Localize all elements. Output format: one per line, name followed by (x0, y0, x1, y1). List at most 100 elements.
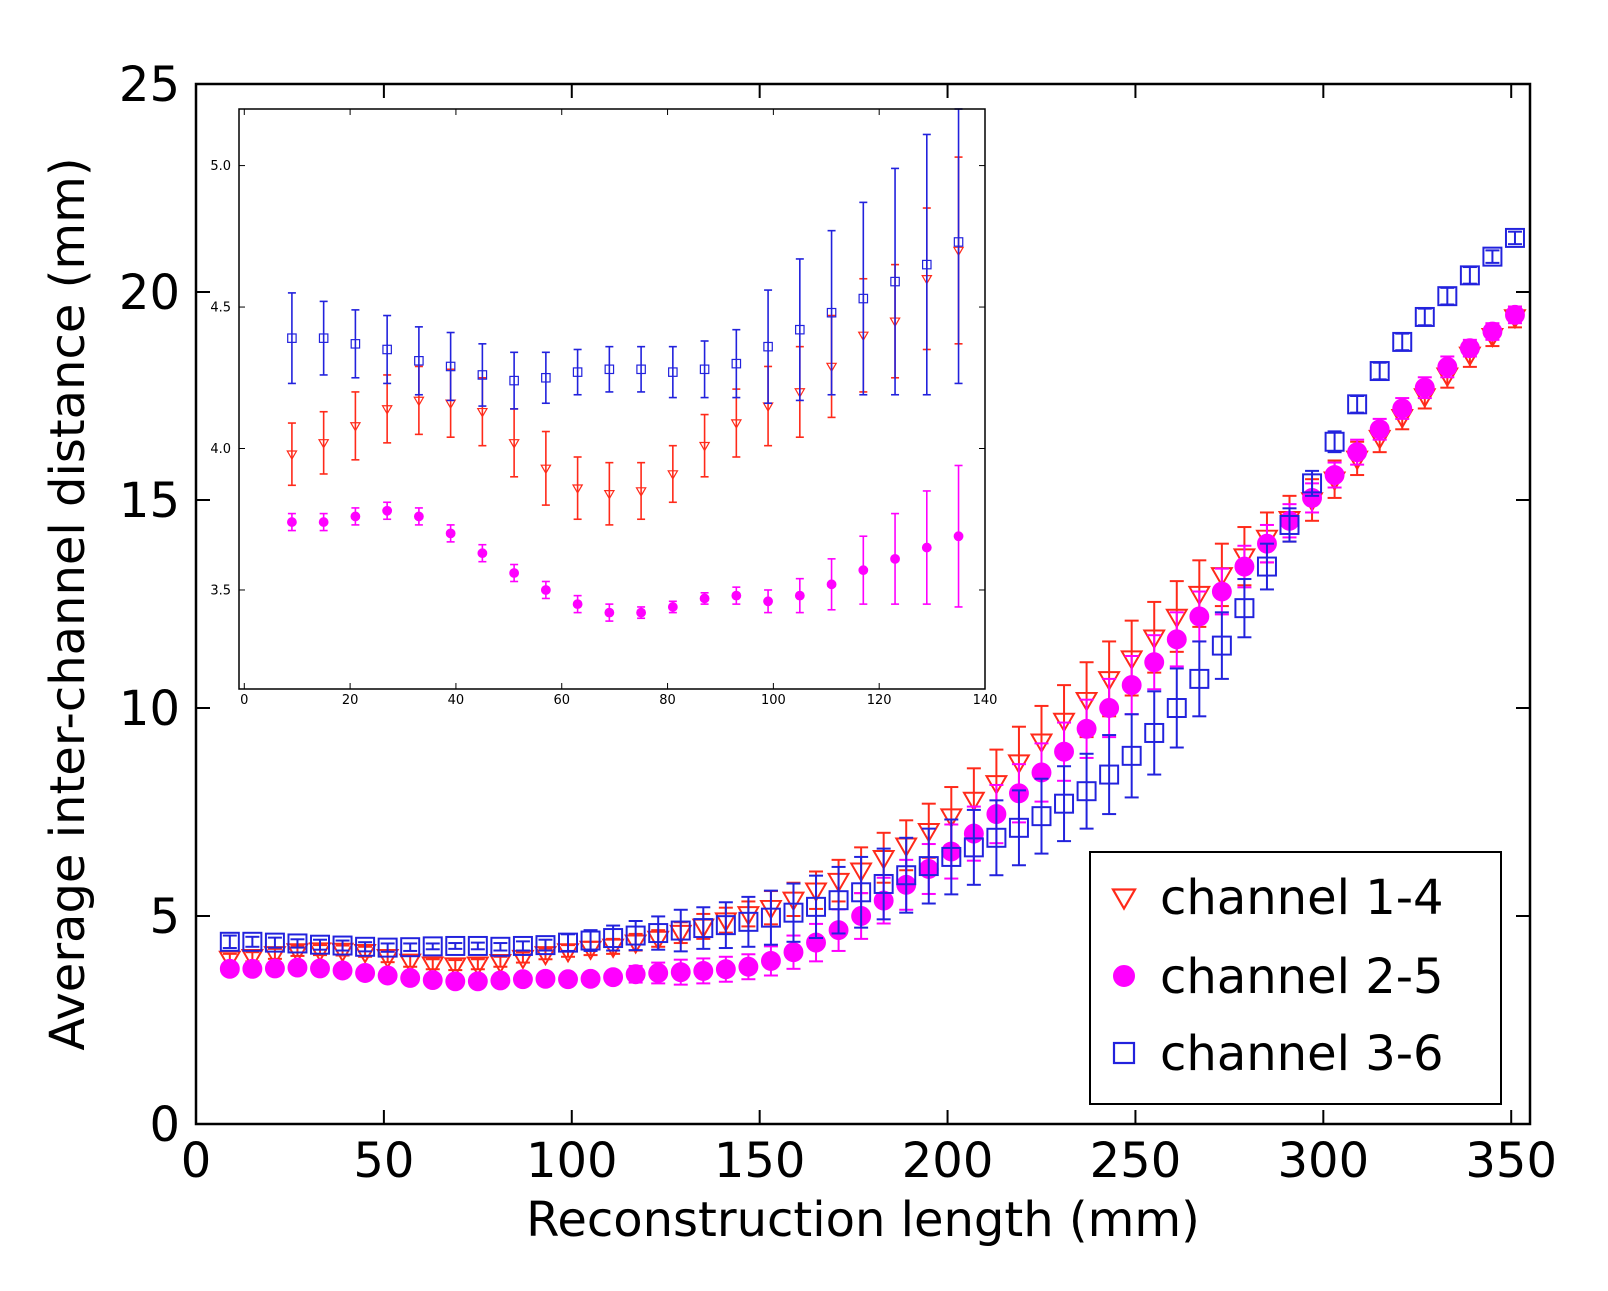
x-axis-label: Reconstruction length (mm) (526, 1192, 1200, 1248)
main-data-point (1099, 764, 1120, 785)
main-data-point (986, 827, 1007, 848)
main-data-point (580, 930, 601, 951)
main-data-point (715, 915, 736, 936)
main-data-point (806, 896, 827, 917)
main-data-point (1324, 431, 1345, 452)
main-data-point (760, 950, 781, 971)
inset-y-tick-label: 4.0 (210, 442, 231, 457)
main-data-point (1189, 668, 1210, 689)
main-data-point (1437, 356, 1458, 377)
inset-data-point (509, 375, 519, 386)
main-data-point (1414, 306, 1435, 327)
inset-data-point (953, 237, 964, 247)
legend-marker-3 (1112, 1041, 1136, 1065)
main-data-point (1437, 286, 1458, 307)
main-data-point (1482, 246, 1503, 267)
legend-marker-1 (1111, 888, 1137, 911)
main-data-point (287, 933, 308, 954)
main-data-point (1505, 304, 1525, 325)
inset-plot: 0 20 40 60 80 100 120 140 3.5 4.0 4.5 5.0 (210, 108, 997, 708)
main-data-point (490, 936, 511, 957)
inset-data-point (890, 553, 900, 564)
main-data-point (918, 856, 939, 877)
inset-y-tick-label: 3.5 (210, 584, 231, 599)
main-data-point (443, 957, 467, 978)
main-data-point (670, 962, 691, 983)
inset-data-point (445, 361, 456, 372)
inset-plot-frame (238, 108, 986, 690)
main-data-point (1211, 581, 1232, 602)
main-data-point (535, 935, 556, 956)
inset-data-point (667, 602, 678, 612)
main-data-point (242, 958, 263, 979)
y-axis-label: Average inter-channel distance (mm) (40, 157, 96, 1050)
legend-label-2: channel 2-5 (1160, 949, 1444, 1005)
main-series-3 (219, 227, 1525, 958)
main-data-point (310, 934, 330, 955)
inset-data-point (826, 307, 837, 318)
inset-series-marks (286, 108, 965, 622)
inset-data-point (826, 579, 837, 590)
inset-data-point (763, 341, 773, 352)
main-data-point (1097, 671, 1121, 692)
inset-series-3 (287, 108, 964, 410)
main-data-point (558, 932, 579, 953)
inset-data-point (382, 505, 393, 516)
inset-data-point (540, 585, 551, 595)
main-data-point (1142, 629, 1166, 650)
main-data-point (1347, 394, 1368, 415)
main-data-point (1369, 361, 1390, 382)
inset-data-point (572, 367, 583, 377)
main-data-point (1324, 465, 1345, 485)
main-data-point (1120, 650, 1144, 671)
main-data-point (1234, 598, 1255, 619)
main-y-tick-label: 0 (149, 1097, 180, 1153)
main-data-point (535, 968, 556, 989)
inset-data-point (698, 441, 711, 452)
main-data-point (715, 959, 736, 980)
inset-data-point (603, 490, 616, 500)
main-data-point (851, 882, 872, 903)
inset-data-point (699, 593, 710, 604)
inset-x-tick-label: 120 (867, 693, 892, 708)
main-data-point (738, 956, 759, 977)
main-data-point (1054, 741, 1074, 762)
inset-x-tick-label: 0 (240, 693, 248, 708)
inset-data-point (540, 464, 552, 475)
main-plot-frame (194, 82, 1532, 1126)
main-data-point (512, 935, 533, 956)
main-data-point (264, 932, 285, 953)
main-data-point (625, 925, 646, 946)
main-data-point (1076, 781, 1097, 802)
inset-data-point (476, 407, 489, 418)
inset-data-point (413, 396, 425, 407)
inset-data-point (604, 607, 615, 618)
inset-data-point (668, 367, 678, 377)
main-data-point (1054, 793, 1075, 814)
inset-data-point (572, 599, 583, 610)
main-data-point (355, 963, 376, 983)
main-data-point (1144, 652, 1165, 673)
inset-x-tick-label: 40 (448, 693, 465, 708)
main-data-point (1121, 675, 1142, 696)
main-data-point (1459, 265, 1480, 286)
main-data-point (783, 902, 804, 923)
main-y-tick-label: 5 (149, 889, 180, 945)
main-data-point (219, 931, 240, 952)
main-data-point (1302, 473, 1323, 494)
main-data-point (1166, 629, 1187, 650)
main-data-point (1256, 556, 1277, 577)
inset-x-tick-label: 100 (761, 693, 786, 708)
inset-data-point (794, 590, 805, 601)
main-data-point (558, 969, 578, 990)
inset-data-point (477, 548, 488, 559)
main-x-tick-label: 50 (353, 1133, 414, 1189)
legend-box (1089, 851, 1502, 1105)
inset-data-point (731, 590, 742, 601)
inset-data-point (763, 596, 773, 607)
main-data-point (310, 958, 330, 979)
inset-data-point (286, 450, 298, 461)
main-data-point (783, 942, 804, 963)
main-data-point (398, 953, 422, 974)
